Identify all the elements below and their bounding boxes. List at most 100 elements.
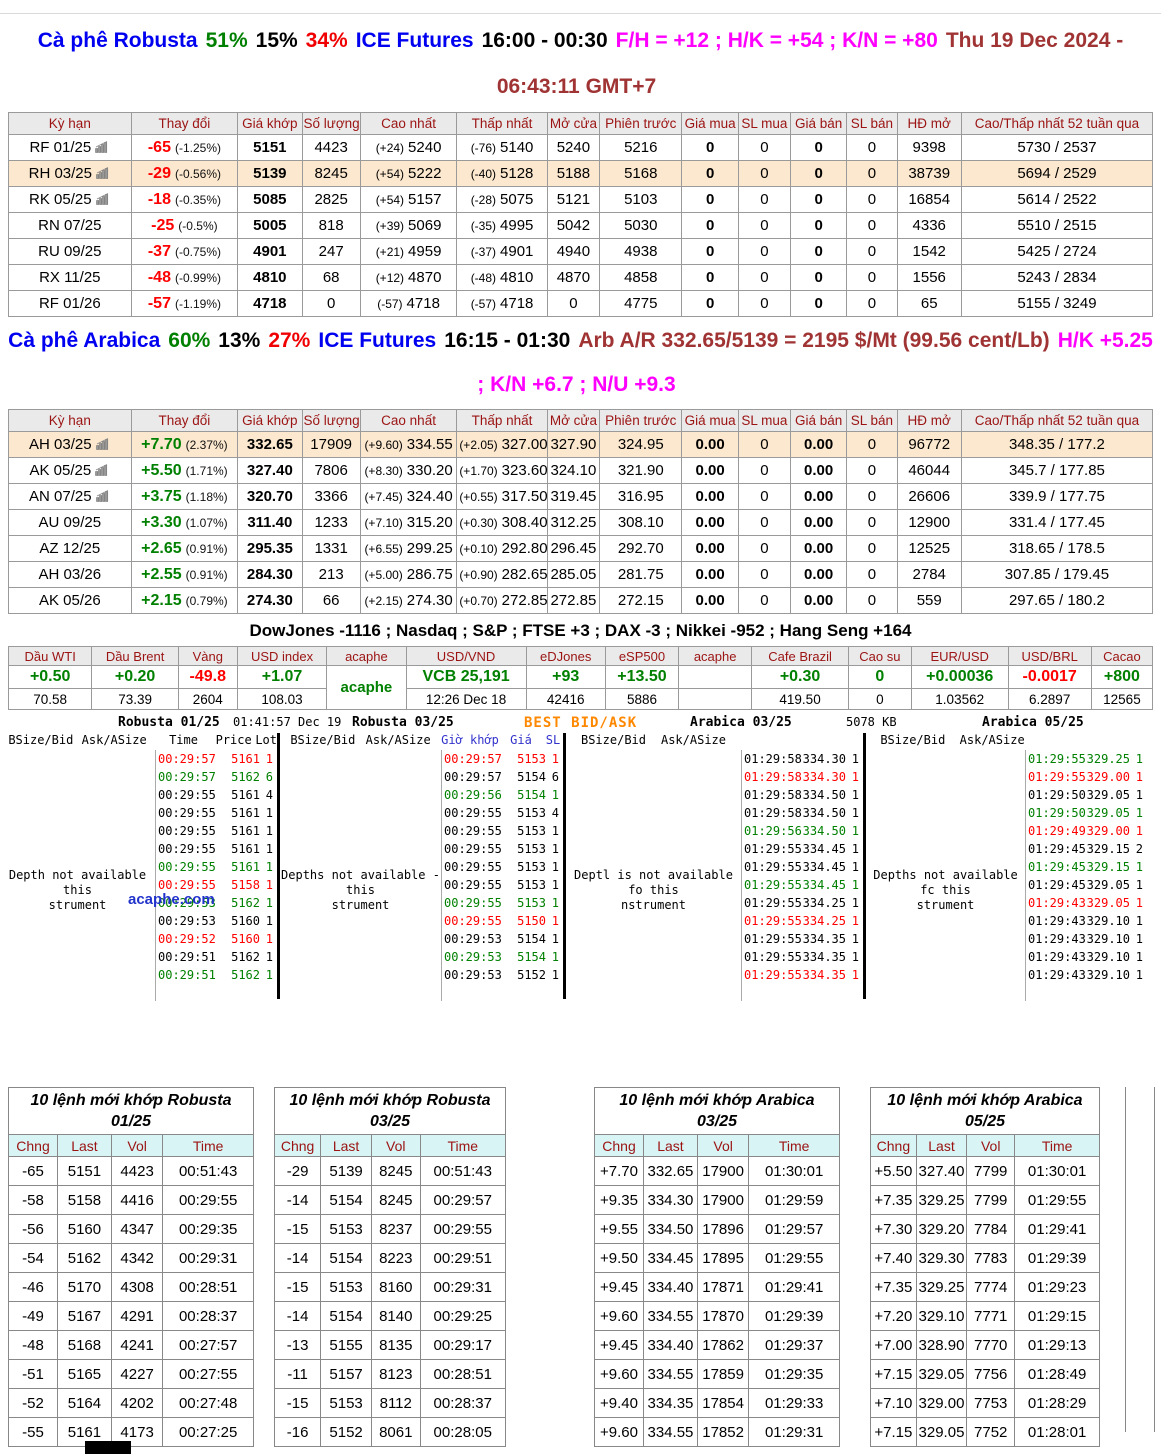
change-percent: (0.91%) [185, 567, 228, 582]
futures-column-header: HĐ mở [896, 112, 962, 135]
contract-label: AN 07/25 [29, 488, 92, 505]
commodity-change-value: +0.20 [114, 668, 156, 685]
chart-icon[interactable] [95, 193, 111, 205]
trade-vol: 7774 [966, 1272, 1016, 1302]
cell-contract[interactable]: AK 05/26 [8, 587, 132, 614]
contract-label: AZ 12/25 [39, 540, 101, 557]
tape-price: 334.45 [802, 878, 846, 892]
cell-open-interest: 26606 [896, 483, 962, 510]
high-value: 4959 [408, 243, 442, 260]
high-delta: (+9.60) [364, 438, 403, 452]
cell-contract[interactable]: AH 03/25 [8, 431, 132, 458]
trade-last: 327.40 [915, 1156, 968, 1186]
trade-time: 00:27:48 [162, 1388, 254, 1418]
chart-icon[interactable] [95, 464, 110, 476]
cell-contract[interactable]: RK 05/25 [8, 186, 132, 213]
cell-contract[interactable]: RN 07/25 [8, 212, 132, 239]
tape-time: 00:29:57 [158, 752, 216, 766]
contract-label: AU 09/25 [38, 514, 102, 531]
chart-icon[interactable] [95, 438, 111, 450]
commodity-header: USD/VND [405, 646, 527, 666]
cell-bid: 0.00 [681, 535, 739, 562]
trade-vol: 8245 [371, 1185, 421, 1215]
tape-row: 01:29:45 329.15 2 [1026, 840, 1147, 858]
trade-time: 01:29:39 [748, 1301, 840, 1331]
cell-change: -57 (-1.19%) [130, 290, 239, 317]
depth-section: Deptl is not available fo this nstrument [566, 750, 741, 1001]
trade-chng: -55 [8, 1417, 58, 1447]
tape-price: 5160 [231, 914, 260, 928]
contract-label: RU 09/25 [38, 243, 102, 260]
cell-prev-session: 321.90 [599, 457, 683, 484]
cell-ask: 0 [790, 238, 848, 265]
trade-chng: +7.35 [870, 1185, 917, 1215]
cell-last: 274.30 [237, 587, 303, 614]
cell-contract[interactable]: RX 11/25 [8, 264, 132, 291]
tape-price: 5161 [231, 824, 260, 838]
cell-52week-range: 331.4 / 177.45 [960, 509, 1154, 536]
tape-price: 329.05 [1086, 878, 1130, 892]
cell-contract[interactable]: AU 09/25 [8, 509, 132, 536]
recent-trades-table: 10 lệnh mới khớp Robusta 03/25 Chng Last Vol… [273, 1087, 506, 1447]
tape-row: 01:29:55 329.25 1 [1026, 750, 1147, 768]
futures-row: AH 03/25 +7.70 (2.37%) 332.65 17909 (+9.60) 33… [8, 431, 1154, 458]
futures-column-header: SL mua [737, 112, 792, 135]
tape-price: 329.10 [1086, 950, 1130, 964]
tape-price: 329.00 [1086, 770, 1130, 784]
tape-lot: 1 [851, 806, 859, 820]
trades-col-header: Vol [371, 1134, 421, 1157]
trade-vol: 8245 [371, 1156, 421, 1186]
tape-time: 00:29:55 [158, 842, 216, 856]
tape-lot: 1 [551, 860, 559, 874]
trade-chng: -15 [273, 1272, 322, 1302]
tape-time: 01:29:58 [744, 752, 802, 766]
tape-row: 01:29:55 334.35 1 [742, 948, 863, 966]
tape-lot: 1 [851, 860, 859, 874]
cell-open-interest: 12900 [896, 509, 962, 536]
tape-time: 01:29:55 [744, 878, 802, 892]
trades-title: 10 lệnh mới khớp Arabica 03/25 [594, 1087, 840, 1135]
ask-header: Ask/ASize [81, 733, 147, 747]
cell-contract[interactable]: RF 01/26 [8, 290, 132, 317]
arabica-spreads: H/K +5.25 ; K/N +6.7 ; N/U +9.3 [477, 329, 1153, 396]
cell-contract[interactable]: AZ 12/25 [8, 535, 132, 562]
tape-price: 5153 [517, 842, 546, 856]
chart-icon[interactable] [95, 141, 110, 153]
trade-chng: +7.10 [870, 1388, 917, 1418]
cell-contract[interactable]: AH 03/26 [8, 561, 132, 588]
market-depth-area: Robusta 01/25 01:41:57 Dec 19 Robusta 03… [0, 715, 1161, 1001]
bid-header: BSize/Bid [8, 733, 74, 747]
cell-contract[interactable]: RH 03/25 [8, 160, 132, 187]
tape-time: 01:29:55 [744, 950, 802, 964]
cell-last: 295.35 [237, 535, 303, 562]
futures-column-header: Phiên trước [599, 112, 683, 135]
contract-label: RN 07/25 [38, 217, 102, 234]
trade-chng: -15 [273, 1388, 322, 1418]
acaphe-watermark-link[interactable]: acaphe.com [128, 891, 215, 908]
tape-lot: 1 [1135, 824, 1143, 838]
change-percent: (-0.75%) [174, 244, 221, 259]
chart-icon[interactable] [96, 167, 111, 179]
commodity-header: acaphe [326, 646, 407, 666]
futures-row: AZ 12/25 +2.65 (0.91%) 295.35 1331 (+6.55) 299… [8, 535, 1154, 562]
depth-message-line: Depths not available - this [281, 868, 440, 897]
tape-price: 5161 [231, 806, 260, 820]
chart-icon[interactable] [95, 490, 111, 502]
contract-label: RF 01/26 [38, 295, 101, 312]
cell-bid: 0.00 [681, 483, 739, 510]
cell-low: (-76) 5140 [456, 134, 548, 161]
cell-contract[interactable]: RF 01/25 [8, 134, 132, 161]
trade-vol: 17896 [696, 1214, 750, 1244]
futures-column-header: Thấp nhất [456, 112, 548, 135]
cell-contract[interactable]: AN 07/25 [8, 483, 132, 510]
cell-contract[interactable]: AK 05/25 [8, 457, 132, 484]
trade-vol: 8140 [371, 1301, 421, 1331]
trade-row: +7.30 329.20 7784 01:29:41 [870, 1214, 1100, 1244]
cell-open: 285.05 [546, 561, 601, 588]
tape-lot: 1 [1135, 896, 1143, 910]
cell-contract[interactable]: RU 09/25 [8, 238, 132, 265]
tape-row: 01:29:50 329.05 1 [1026, 804, 1147, 822]
low-value: 4810 [500, 269, 534, 286]
tape-row: 01:29:58 334.30 1 [742, 768, 863, 786]
robusta-pct-up: 51% [205, 29, 248, 52]
